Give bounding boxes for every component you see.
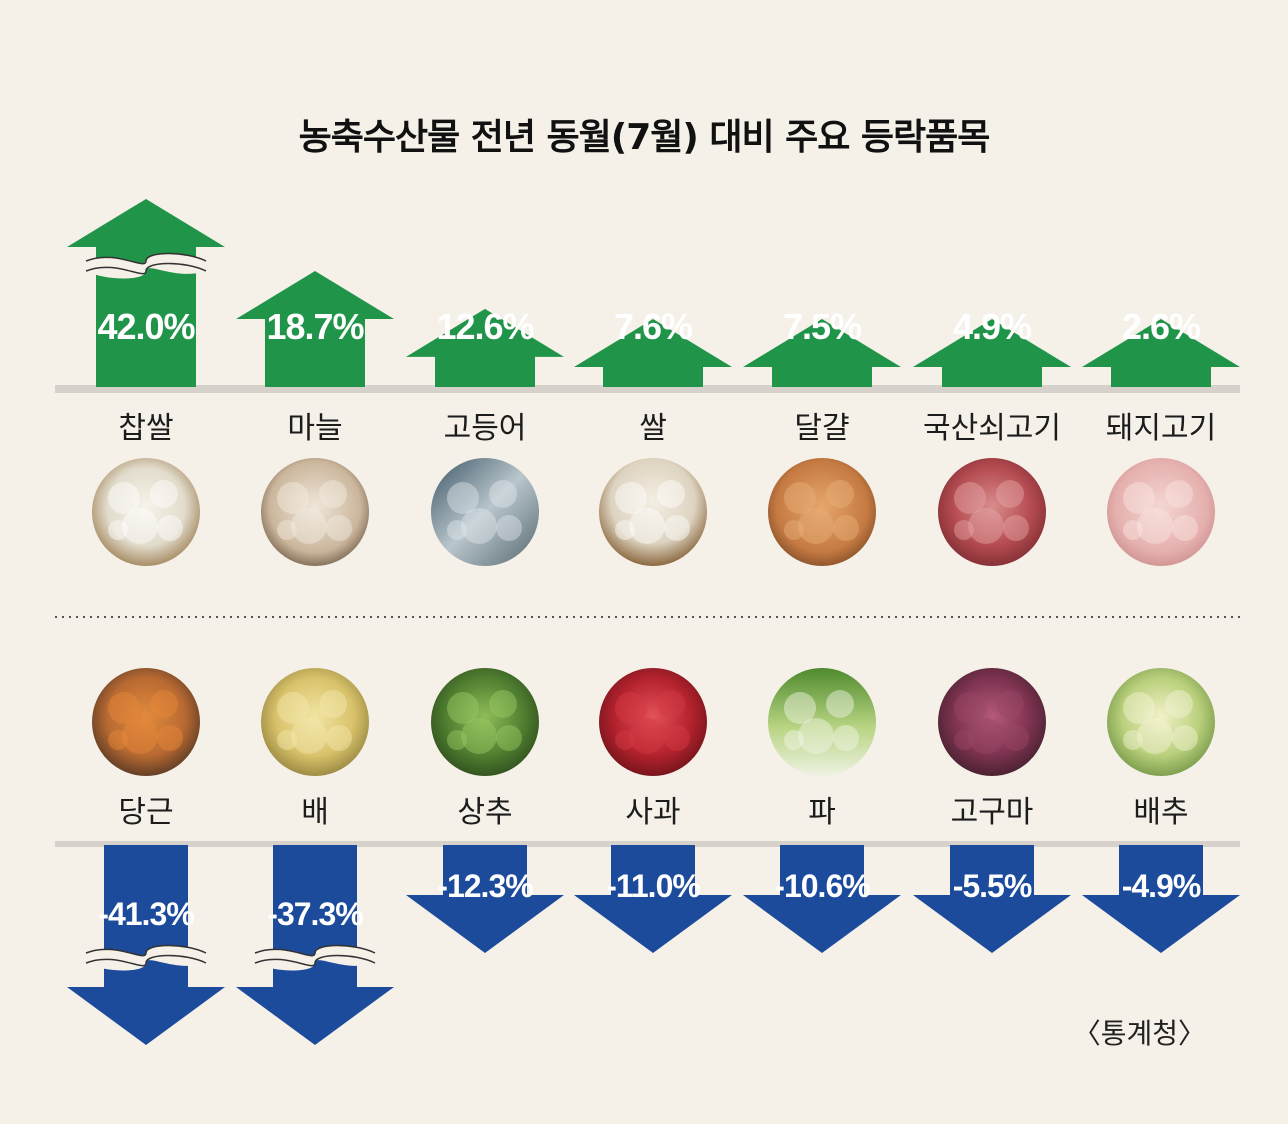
up-arrow-고등어 xyxy=(406,308,564,387)
down-arrow-사과 xyxy=(574,845,732,953)
value-label-down: -12.3% xyxy=(437,868,533,904)
value-label-down: -4.9% xyxy=(1122,868,1201,904)
down-arrow-파 xyxy=(743,845,901,953)
up-arrow-돼지고기 xyxy=(1082,319,1240,387)
sweet-potatoes-image xyxy=(938,668,1046,776)
item-label-down: 사과 xyxy=(625,795,680,830)
garlic-image xyxy=(261,458,369,566)
item-label-down: 고구마 xyxy=(951,795,1034,830)
item-label-up: 마늘 xyxy=(287,411,342,446)
down-arrow-당근 xyxy=(67,845,225,1045)
value-label-down: -5.5% xyxy=(953,868,1032,904)
green-onion-image xyxy=(768,668,876,776)
pork-image xyxy=(1107,458,1215,566)
eggs-image xyxy=(768,458,876,566)
item-label-down: 배 xyxy=(301,795,329,830)
down-arrow-고구마 xyxy=(913,845,1071,953)
rice-scoop-image xyxy=(599,458,707,566)
item-label-down: 배추 xyxy=(1133,795,1188,830)
value-label-up: 18.7% xyxy=(266,306,364,347)
axis-break-mark xyxy=(86,945,206,971)
value-label-up: 2.6% xyxy=(1122,306,1201,347)
item-label-up: 돼지고기 xyxy=(1106,411,1216,446)
value-label-down: -11.0% xyxy=(606,868,700,904)
axis-break-mark xyxy=(86,253,206,279)
value-label-up: 12.6% xyxy=(436,306,534,347)
source-label: 〈통계청〉 xyxy=(1072,1017,1206,1050)
item-label-up: 국산쇠고기 xyxy=(923,411,1061,446)
up-arrow-쌀 xyxy=(574,319,732,387)
mackerel-image xyxy=(431,458,539,566)
lettuce-image xyxy=(431,668,539,776)
value-label-up: 42.0% xyxy=(97,306,195,347)
value-label-down: -41.3% xyxy=(98,896,194,932)
down-arrow-배 xyxy=(236,845,394,1045)
down-arrow-상추 xyxy=(406,845,564,953)
up-arrow-달걀 xyxy=(743,319,901,387)
glutinous-rice-bowl-image xyxy=(92,458,200,566)
apples-image xyxy=(599,668,707,776)
carrots-image xyxy=(92,668,200,776)
chart-title: 농축수산물 전년 동월(7월) 대비 주요 등락품목 xyxy=(298,117,991,158)
axis-break-mark xyxy=(255,945,375,971)
item-label-up: 찹쌀 xyxy=(118,411,173,446)
value-label-down: -37.3% xyxy=(267,896,363,932)
down-baseline xyxy=(55,841,1240,847)
up-arrow-찹쌀 xyxy=(67,199,225,387)
up-baseline xyxy=(55,385,1240,393)
value-label-up: 7.5% xyxy=(783,306,862,347)
item-label-up: 쌀 xyxy=(639,411,667,446)
up-arrow-마늘 xyxy=(236,271,394,387)
value-label-up: 7.6% xyxy=(614,306,693,347)
down-arrow-배추 xyxy=(1082,845,1240,953)
item-label-down: 파 xyxy=(808,795,836,830)
item-label-up: 달걀 xyxy=(794,411,849,446)
item-label-up: 고등어 xyxy=(444,411,527,446)
value-label-down: -10.6% xyxy=(774,868,870,904)
up-arrow-국산쇠고기 xyxy=(913,319,1071,387)
item-label-down: 당근 xyxy=(118,795,173,830)
value-label-up: 4.9% xyxy=(953,306,1032,347)
pears-image xyxy=(261,668,369,776)
beef-image xyxy=(938,458,1046,566)
napa-cabbage-image xyxy=(1107,668,1215,776)
item-label-down: 상추 xyxy=(457,795,512,830)
